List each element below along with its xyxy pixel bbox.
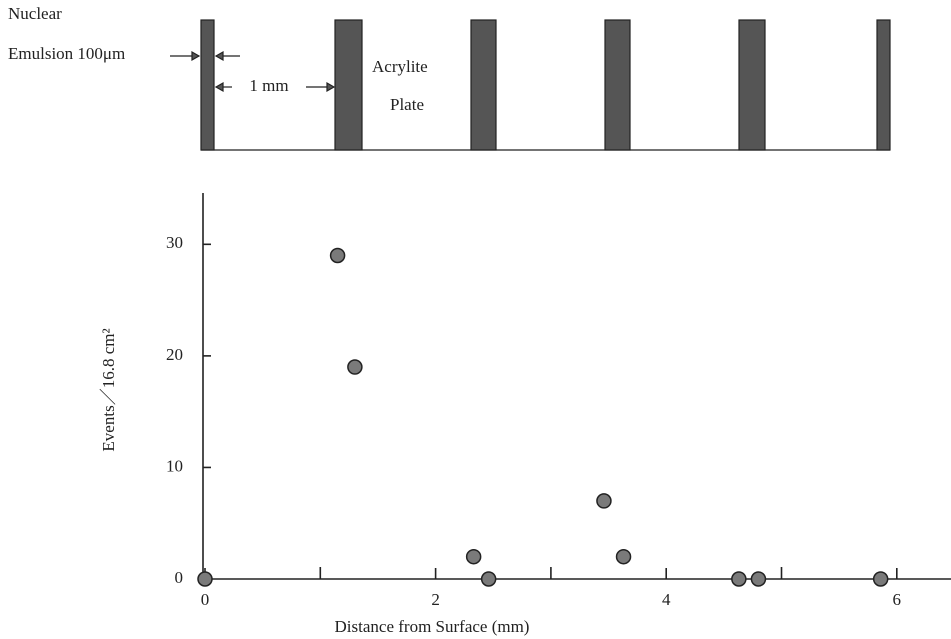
point: [347, 359, 363, 375]
annotation: 1 mm: [249, 76, 288, 95]
annotation: Nuclear: [8, 4, 62, 23]
point: [731, 571, 747, 587]
x-tick-label: 0: [201, 590, 210, 609]
y-tick-label: 0: [175, 568, 184, 587]
point: [480, 571, 497, 587]
point: [750, 571, 767, 587]
y-tick-label: 10: [166, 456, 183, 475]
arrow-head: [326, 81, 336, 93]
plate: [334, 19, 363, 151]
arrow-head: [214, 81, 224, 93]
arrow-head: [191, 50, 201, 62]
x-axis-label: Distance from Surface (mm): [335, 617, 530, 636]
point: [197, 571, 213, 587]
annotation: Plate: [390, 95, 424, 114]
x-tick-label: 6: [893, 590, 902, 609]
y-axis-label: Events／16.8 cm²: [99, 328, 118, 451]
point: [329, 247, 346, 264]
point: [872, 571, 889, 587]
plate: [738, 19, 766, 151]
y-tick-label: 30: [166, 233, 183, 252]
point: [465, 548, 482, 565]
plate: [604, 19, 631, 151]
x-tick-label: 4: [662, 590, 671, 609]
x-tick-label: 2: [431, 590, 440, 609]
plate: [470, 19, 497, 151]
annotation: Acrylite: [372, 57, 428, 76]
plate: [200, 19, 215, 151]
annotation: Emulsion 100μm: [8, 44, 125, 63]
arrow-head: [214, 50, 224, 62]
point: [615, 548, 632, 565]
y-tick-label: 20: [166, 345, 183, 364]
emulsion-diagram: [170, 19, 891, 151]
point: [596, 493, 612, 509]
plate: [876, 19, 891, 151]
